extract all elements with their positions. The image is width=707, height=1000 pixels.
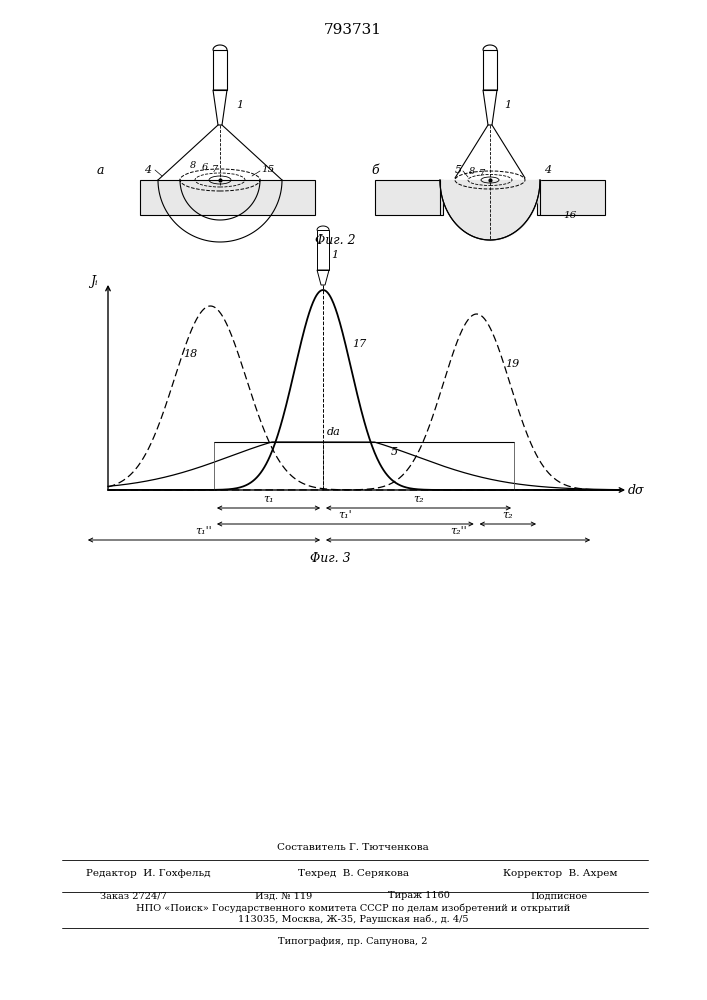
Text: τ₂'': τ₂'': [450, 526, 467, 536]
Bar: [375, 180, 443, 215]
Text: 1: 1: [236, 100, 244, 110]
Text: Техред  В. Серякова: Техред В. Серякова: [298, 869, 409, 879]
Text: 6: 6: [202, 162, 208, 172]
Text: Φиг. 2: Φиг. 2: [315, 233, 356, 246]
Text: τ₂: τ₂: [503, 510, 513, 520]
Text: НПО «Поиск» Государственного комитета СССР по делам изобретений и открытий: НПО «Поиск» Государственного комитета СС…: [136, 903, 570, 913]
Text: Типография, пр. Сапунова, 2: Типография, пр. Сапунова, 2: [279, 938, 428, 946]
Text: 4: 4: [544, 165, 551, 175]
Text: 5: 5: [391, 447, 398, 457]
Text: 19: 19: [506, 359, 520, 369]
Text: 113035, Москва, Ж-35, Раушская наб., д. 4/5: 113035, Москва, Ж-35, Раушская наб., д. …: [238, 914, 468, 924]
Text: τ₁: τ₁: [263, 494, 274, 504]
Text: a: a: [96, 163, 104, 176]
Text: 5: 5: [455, 165, 462, 175]
Text: Тираж 1160: Тираж 1160: [388, 892, 450, 900]
Text: 18: 18: [183, 349, 197, 359]
Text: dа: dа: [327, 427, 340, 437]
Text: 4: 4: [144, 165, 151, 175]
Text: 8: 8: [190, 160, 196, 169]
Text: 8: 8: [469, 167, 475, 176]
Text: Изд. № 119: Изд. № 119: [255, 892, 312, 900]
Text: Подписное: Подписное: [530, 892, 587, 900]
Text: 15: 15: [262, 165, 274, 174]
Text: τ₁'': τ₁'': [196, 526, 212, 536]
Text: dσ: dσ: [628, 484, 644, 496]
Text: 17: 17: [352, 339, 366, 349]
Bar: [213, 50, 227, 90]
Text: τ₁': τ₁': [339, 510, 352, 520]
Text: Составитель Г. Тютченкова: Составитель Г. Тютченкова: [277, 844, 429, 852]
Text: 7: 7: [212, 164, 218, 174]
Text: 793731: 793731: [324, 23, 382, 37]
Bar: [537, 180, 605, 215]
Text: 16: 16: [563, 211, 577, 220]
Text: Корректор  В. Ахрем: Корректор В. Ахрем: [503, 869, 617, 879]
Text: 7: 7: [479, 169, 485, 178]
Bar: [317, 230, 329, 270]
Text: Редактор  И. Гохфельд: Редактор И. Гохфельд: [86, 869, 210, 879]
Text: б: б: [371, 163, 379, 176]
Text: 1: 1: [504, 100, 512, 110]
Bar: [140, 180, 315, 215]
Text: 1: 1: [332, 250, 339, 260]
Bar: [483, 50, 497, 90]
Text: τ₂: τ₂: [413, 494, 423, 504]
Text: Заказ 2724/7: Заказ 2724/7: [100, 892, 167, 900]
Text: Φиг. 3: Φиг. 3: [310, 552, 350, 564]
Text: Jᵢ: Jᵢ: [90, 275, 98, 288]
